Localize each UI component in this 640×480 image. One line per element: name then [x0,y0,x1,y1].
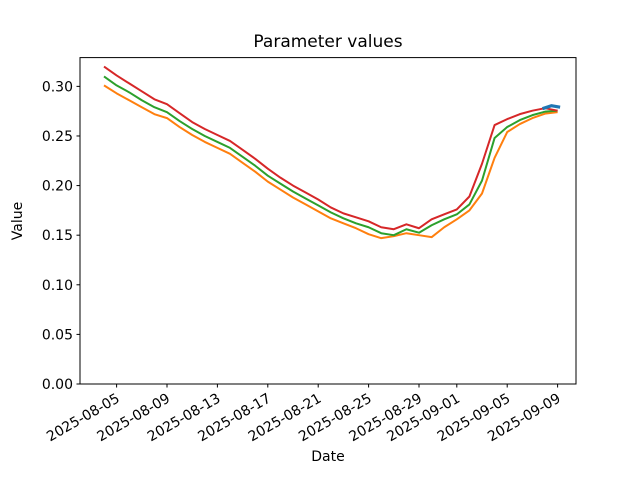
green-line [103,75,558,237]
y-tick-label: 0.30 [42,79,73,95]
x-axis-ticks: 2025-08-052025-08-092025-08-132025-08-17… [44,384,564,445]
orange-line [103,84,558,240]
red-line [103,65,558,231]
chart-title: Parameter values [253,32,402,52]
data-series [103,65,561,240]
y-tick-label: 0.10 [42,278,73,294]
y-tick-label: 0.25 [42,129,73,145]
blue-short-line [541,104,561,111]
y-axis-label: Value [10,202,26,240]
y-tick-label: 0.05 [42,327,73,343]
y-tick-label: 0.00 [42,377,73,393]
y-tick-label: 0.20 [42,179,73,195]
y-axis-ticks: 0.00 0.05 0.10 0.15 0.20 0.25 0.30 [42,79,80,393]
plot-area [79,57,577,385]
x-axis-label: Date [311,449,344,465]
y-tick-label: 0.15 [42,228,73,244]
